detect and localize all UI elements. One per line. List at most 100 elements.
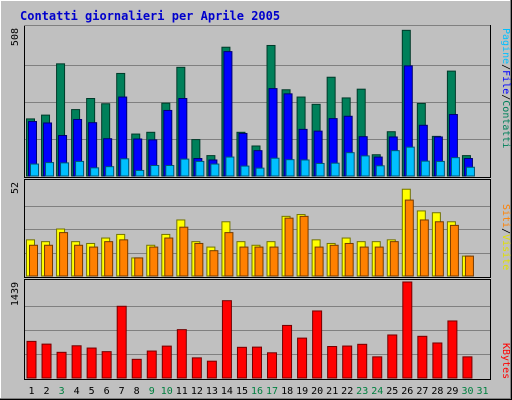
bar-pagine bbox=[270, 157, 280, 177]
bar-kbytes bbox=[101, 351, 112, 379]
bar-pagine bbox=[375, 165, 385, 177]
bar-pagine bbox=[195, 160, 205, 177]
bar-kbytes bbox=[26, 340, 37, 379]
bar-siti bbox=[434, 221, 444, 277]
x-tick-label: 26 bbox=[401, 386, 413, 397]
contatti-panel: 508 Pagine/File/Contatti bbox=[10, 25, 511, 178]
x-tick-label: 7 bbox=[119, 386, 125, 397]
bar-pagine bbox=[405, 146, 415, 177]
bar-kbytes bbox=[251, 346, 262, 379]
bar-pagine bbox=[435, 160, 445, 177]
bar-pagine bbox=[180, 158, 190, 177]
legend-siti: Siti bbox=[500, 204, 511, 228]
x-tick-label: 31 bbox=[476, 386, 488, 397]
bar-pagine bbox=[360, 155, 370, 177]
chart-title: Contatti giornalieri per Aprile 2005 bbox=[20, 9, 280, 23]
bar-kbytes bbox=[71, 345, 82, 379]
x-tick-label: 28 bbox=[431, 386, 443, 397]
bar-kbytes bbox=[462, 356, 473, 379]
bar-pagine bbox=[390, 150, 400, 177]
x-tick-label: 14 bbox=[221, 386, 233, 397]
bar-pagine bbox=[240, 165, 250, 177]
bottom-ymax-label: 1439 bbox=[10, 282, 21, 306]
x-tick-label: 13 bbox=[206, 386, 218, 397]
bar-siti bbox=[89, 246, 99, 277]
bar-kbytes bbox=[86, 347, 97, 379]
x-tick-label: 12 bbox=[191, 386, 203, 397]
bar-siti bbox=[404, 199, 414, 277]
bar-siti bbox=[104, 241, 114, 277]
bar-siti bbox=[44, 244, 54, 277]
bar-kbytes bbox=[191, 357, 202, 379]
x-tick-label: 18 bbox=[281, 386, 293, 397]
bar-kbytes bbox=[236, 346, 247, 379]
legend-pagine: Pagine bbox=[500, 28, 511, 64]
bar-siti bbox=[29, 244, 38, 277]
x-tick-label: 10 bbox=[161, 386, 173, 397]
bar-pagine bbox=[60, 162, 70, 177]
x-tick-label: 15 bbox=[236, 386, 248, 397]
x-tick-label: 16 bbox=[251, 386, 263, 397]
legend-sep: / bbox=[500, 94, 511, 100]
top-legend: Pagine/File/Contatti bbox=[500, 28, 511, 148]
bar-kbytes bbox=[56, 351, 67, 379]
bar-siti bbox=[224, 232, 234, 277]
x-tick-label: 5 bbox=[89, 386, 95, 397]
bar-pagine bbox=[90, 167, 100, 177]
bar-siti bbox=[194, 242, 204, 277]
legend-kbytes: KBytes bbox=[500, 343, 511, 379]
bar-pagine bbox=[255, 167, 265, 177]
bar-kbytes bbox=[447, 320, 458, 379]
bar-kbytes bbox=[282, 324, 293, 379]
bar-pagine bbox=[225, 156, 235, 177]
bar-siti bbox=[74, 244, 84, 277]
bar-siti bbox=[239, 246, 249, 277]
bar-siti bbox=[464, 255, 474, 277]
bar-kbytes bbox=[312, 310, 323, 379]
bar-pagine bbox=[45, 162, 55, 177]
bar-siti bbox=[359, 246, 369, 277]
x-tick-label: 24 bbox=[371, 386, 383, 397]
bar-siti bbox=[254, 246, 264, 277]
bar-pagine bbox=[135, 169, 145, 177]
bar-siti bbox=[374, 246, 384, 277]
bar-kbytes bbox=[387, 334, 398, 379]
bar-pagine bbox=[420, 160, 430, 177]
bar-pagine bbox=[315, 162, 325, 177]
bar-pagine bbox=[330, 162, 340, 177]
bar-kbytes bbox=[297, 337, 308, 379]
x-tick-label: 1 bbox=[28, 386, 34, 397]
x-tick-label: 23 bbox=[356, 386, 368, 397]
x-tick-label: 2 bbox=[43, 386, 49, 397]
bar-kbytes bbox=[372, 356, 383, 379]
bar-siti bbox=[209, 250, 219, 277]
x-tick-label: 9 bbox=[149, 386, 155, 397]
bar-siti bbox=[314, 246, 324, 277]
bar-kbytes bbox=[131, 358, 142, 379]
x-tick-label: 6 bbox=[104, 386, 110, 397]
bar-kbytes bbox=[206, 360, 217, 379]
x-tick-label: 11 bbox=[176, 386, 188, 397]
x-tick-label: 19 bbox=[296, 386, 308, 397]
bar-pagine bbox=[450, 157, 460, 177]
bar-siti bbox=[389, 241, 399, 277]
x-tick-label: 3 bbox=[59, 386, 65, 397]
bar-kbytes bbox=[146, 350, 157, 379]
legend-sep: / bbox=[500, 64, 511, 70]
bar-pagine bbox=[30, 163, 39, 177]
bar-kbytes bbox=[327, 346, 338, 379]
x-tick-label: 8 bbox=[134, 386, 140, 397]
bar-siti bbox=[134, 257, 144, 277]
bar-siti bbox=[59, 232, 69, 277]
x-tick-label: 17 bbox=[266, 386, 278, 397]
x-tick-label: 20 bbox=[311, 386, 323, 397]
kbytes-panel: 1439 KBytes bbox=[10, 279, 511, 380]
x-tick-label: 22 bbox=[341, 386, 353, 397]
bar-siti bbox=[119, 239, 129, 277]
bar-kbytes bbox=[402, 281, 413, 379]
x-axis-labels: 1 2 3 4 5 6 7 8 9 10 11 12 13 14 15 16 17 18 19 20 21 22 23 24 2… bbox=[28, 386, 488, 397]
bar-siti bbox=[164, 237, 174, 277]
bar-siti bbox=[299, 215, 309, 277]
bar-kbytes bbox=[267, 352, 278, 379]
